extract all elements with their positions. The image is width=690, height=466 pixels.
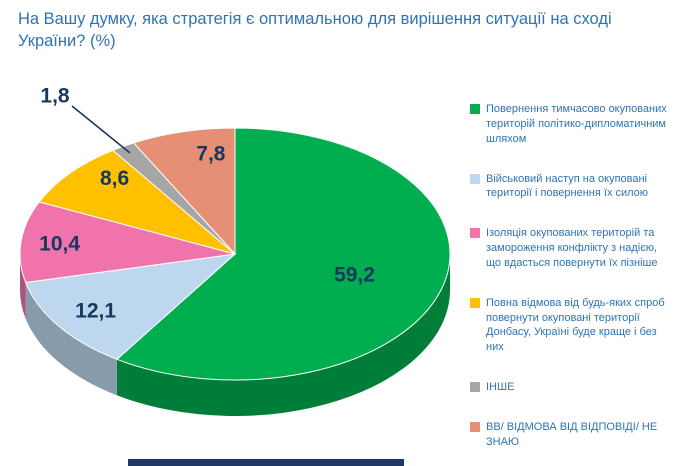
- legend-item-0: Повернення тимчасово окупованих територі…: [470, 102, 675, 147]
- pie-chart: 59,2 12,1 10,4 8,6 1,8 7,8: [19, 85, 451, 417]
- pie-slice-0: [115, 127, 451, 381]
- legend-swatch-2: [470, 228, 480, 239]
- legend-label-4: ІНШЕ: [486, 381, 515, 394]
- legend-label-1: Військовий наступ на окуповані території…: [486, 172, 649, 200]
- legend-label-5: ВВ/ ВІДМОВА ВІД ВІДПОВІДІ/ НЕ ЗНАЮ: [486, 420, 658, 448]
- legend-label-2: Ізоляція окупованих територій та заморож…: [486, 227, 658, 269]
- cropped-bottom-element: [128, 459, 404, 466]
- value-label-4: 1,8: [40, 85, 70, 108]
- pie-slice-side-1: [25, 282, 117, 396]
- value-label-5: 7,8: [196, 143, 226, 166]
- legend-label-3: Повна відмова від будь-яких спроб поверн…: [486, 296, 665, 354]
- chart-legend: Повернення тимчасово окупованих територі…: [470, 102, 675, 450]
- chart-title: На Вашу думку, яка стратегія є оптимальн…: [18, 10, 612, 51]
- value-label-1: 12,1: [75, 299, 116, 322]
- pie-slice-5: [132, 127, 236, 256]
- pie-slice-1: [24, 253, 237, 360]
- value-label-2: 10,4: [39, 232, 80, 255]
- legend-item-3: Повна відмова від будь-яких спроб поверн…: [470, 296, 675, 355]
- legend-swatch-4: [470, 382, 480, 393]
- legend-swatch-3: [470, 297, 480, 308]
- value-label-0: 59,2: [334, 264, 375, 287]
- pie-slice-3: [38, 149, 236, 255]
- legend-item-2: Ізоляція окупованих територій та заморож…: [470, 226, 675, 271]
- pie-slice-2: [19, 201, 236, 284]
- pie-slice-side-0: [116, 254, 451, 417]
- legend-item-1: Військовий наступ на окуповані території…: [470, 172, 675, 202]
- legend-swatch-5: [470, 421, 480, 432]
- legend-item-4: ІНШЕ: [470, 380, 675, 395]
- legend-swatch-1: [470, 173, 480, 184]
- legend-label-0: Повернення тимчасово окупованих територі…: [486, 103, 667, 145]
- legend-swatch-0: [470, 104, 480, 114]
- callout-line: [71, 105, 131, 154]
- legend-item-5: ВВ/ ВІДМОВА ВІД ВІДПОВІДІ/ НЕ ЗНАЮ: [470, 420, 675, 450]
- value-label-3: 8,6: [100, 167, 129, 190]
